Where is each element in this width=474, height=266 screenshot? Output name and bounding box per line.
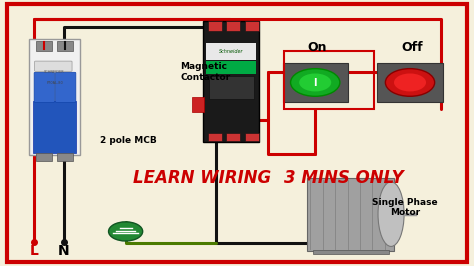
FancyBboxPatch shape: [33, 101, 76, 153]
FancyBboxPatch shape: [57, 41, 73, 51]
Text: Magnetic
Contactor: Magnetic Contactor: [180, 62, 230, 81]
FancyBboxPatch shape: [209, 76, 254, 99]
FancyBboxPatch shape: [377, 63, 443, 102]
Text: LEARN WIRING: LEARN WIRING: [133, 169, 271, 187]
Circle shape: [109, 222, 143, 241]
Text: 3 MINS ONLY: 3 MINS ONLY: [284, 169, 404, 187]
FancyBboxPatch shape: [203, 21, 259, 142]
Text: N: N: [58, 244, 70, 258]
FancyBboxPatch shape: [208, 21, 222, 31]
FancyBboxPatch shape: [192, 97, 204, 112]
FancyBboxPatch shape: [227, 133, 240, 141]
FancyBboxPatch shape: [29, 39, 80, 155]
FancyBboxPatch shape: [57, 153, 73, 161]
Text: 2 pole MCB: 2 pole MCB: [100, 136, 156, 146]
Text: P70AL-80: P70AL-80: [46, 81, 63, 85]
Text: Single Phase
Motor: Single Phase Motor: [373, 198, 438, 217]
FancyBboxPatch shape: [307, 178, 394, 251]
Circle shape: [394, 73, 426, 92]
FancyBboxPatch shape: [35, 61, 72, 71]
FancyBboxPatch shape: [245, 133, 259, 141]
FancyBboxPatch shape: [313, 250, 389, 254]
FancyBboxPatch shape: [206, 61, 256, 74]
Text: I: I: [313, 78, 317, 88]
Circle shape: [291, 69, 340, 96]
FancyBboxPatch shape: [227, 21, 240, 31]
FancyBboxPatch shape: [208, 133, 222, 141]
Text: SCHNEIDER: SCHNEIDER: [44, 70, 65, 74]
FancyBboxPatch shape: [206, 43, 256, 60]
Text: L: L: [30, 244, 38, 258]
FancyBboxPatch shape: [36, 153, 52, 161]
FancyBboxPatch shape: [34, 72, 55, 102]
Circle shape: [299, 73, 331, 92]
FancyBboxPatch shape: [36, 41, 52, 51]
Circle shape: [385, 69, 435, 96]
Text: Off: Off: [401, 41, 423, 54]
Text: On: On: [308, 41, 328, 54]
FancyBboxPatch shape: [283, 63, 348, 102]
FancyBboxPatch shape: [55, 72, 76, 102]
FancyBboxPatch shape: [245, 21, 259, 31]
Text: Schneider: Schneider: [219, 49, 243, 54]
Ellipse shape: [378, 182, 404, 246]
